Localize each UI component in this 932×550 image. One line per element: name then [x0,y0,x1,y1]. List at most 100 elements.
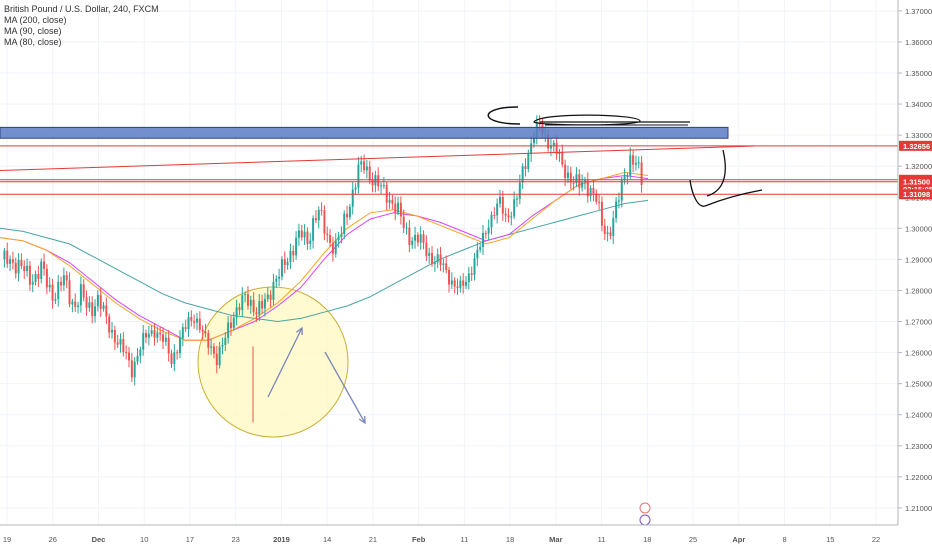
candle-body [96,294,99,307]
candle-body [521,166,524,183]
candle-body [14,262,17,274]
candle-body [416,234,419,243]
candle-body [581,182,584,188]
candle-body [476,249,479,259]
candle-body [17,259,20,274]
candle-body [77,305,80,307]
candle-body [173,352,176,364]
freehand-curve [689,179,763,207]
candle-body [360,161,363,165]
candle-body [482,232,484,248]
candle-body [377,175,380,187]
candle-body [623,176,626,181]
x-tick-label: 21 [369,535,377,544]
candle-body [105,305,108,317]
candle-body [292,251,295,256]
candle-body [179,338,181,354]
y-tick-label: 1.23000 [905,442,932,451]
candle-body [431,253,434,265]
candle-body [637,162,640,164]
candle-body [289,251,292,263]
candle-body [204,331,207,333]
candle-body [221,344,224,347]
y-tick-label: 1.29000 [905,255,932,264]
candle-body [343,213,346,234]
ma-80-label[interactable]: MA (80, close) [4,37,62,47]
y-tick-label: 1.27000 [905,318,932,327]
ma-200-label[interactable]: MA (200, close) [4,15,67,25]
candle-body [246,294,249,306]
candle-body [453,280,456,287]
candle-body [388,199,391,203]
candle-body [227,322,230,338]
candle-body [9,259,12,264]
candle-body [326,233,329,236]
candle-body [156,332,159,338]
candle-body [456,286,459,288]
candle-body [371,179,374,186]
candle-body [116,342,119,345]
candle-body [255,312,258,315]
candle-body [598,201,601,203]
candle-body [57,281,60,300]
resistance-zone [0,126,729,139]
candle-body [487,227,490,234]
price-label-bg [899,140,932,151]
candle-body [479,247,482,250]
candle-body [43,261,46,269]
candle-body [142,333,145,350]
candle-body [145,333,147,338]
candle-body [195,318,198,323]
x-tick-label: 17 [186,535,194,544]
candle-body [414,234,417,241]
price-label-bg [899,189,932,200]
candle-body [640,162,643,185]
candle-body [65,275,68,281]
candle-body [193,320,196,323]
candle-body [348,206,351,218]
x-tick-label: 15 [826,535,834,544]
candle-body [238,307,241,310]
candle-body [612,218,615,236]
candle-body [337,236,340,241]
candle-body [340,233,343,237]
candle-body [306,231,309,244]
ma-90-label[interactable]: MA (90, close) [4,26,62,36]
candle-body [603,225,606,234]
candle-body [436,254,439,263]
candle-body [402,216,405,228]
candle-body [275,278,278,282]
x-tick-label: 23 [232,535,240,544]
candle-body [40,261,43,279]
x-tick-label: 18 [506,535,514,544]
candle-body [286,262,289,266]
price-label-bg [899,176,932,187]
y-tick-label: 1.22000 [905,473,932,482]
candle-body [382,185,385,187]
candle-body [408,227,411,245]
event-flag-icon [639,502,651,514]
legend: British Pound / U.S. Dollar, 240, FXCM M… [4,4,159,48]
grid [0,0,898,525]
candle-body [6,250,9,264]
candle-body [181,327,184,339]
candle-body [283,259,286,266]
candle-body [136,355,139,362]
candle-body [606,232,609,234]
candle-body [547,133,550,149]
candle-body [394,203,397,213]
candle-body [419,234,422,243]
y-tick-label: 1.34000 [905,100,932,109]
candle-body [88,302,91,308]
candle-body [555,142,558,155]
candle-body [295,237,298,256]
x-tick-label: 10 [140,535,148,544]
candle-body [626,175,629,177]
candle-body [258,301,261,315]
x-tick-label: Feb [412,535,426,544]
candle-body [572,182,575,184]
candle-body [167,337,170,354]
arrow-down [324,351,366,424]
